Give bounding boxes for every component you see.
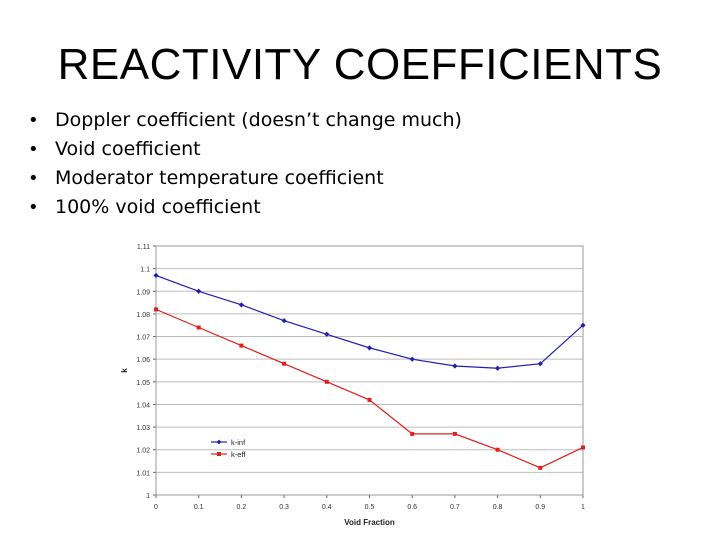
x-tick-label: 0.7 <box>450 504 460 511</box>
legend-label: k-eff <box>231 450 246 459</box>
y-tick-label: 1.1 <box>140 267 150 274</box>
bullet-text: Void coefficient <box>55 138 201 160</box>
y-tick-label: 1 <box>146 493 150 500</box>
data-point-k-eff <box>367 397 372 402</box>
data-point-k-inf <box>495 365 501 371</box>
x-tick-label: 0.8 <box>493 504 503 511</box>
bullet-icon: • <box>28 139 39 160</box>
bullet-item: • Void coefficient <box>28 135 462 164</box>
bullet-text: Moderator temperature coefficient <box>55 167 384 189</box>
data-point-k-eff <box>452 431 457 436</box>
data-point-k-inf <box>409 356 415 362</box>
x-tick-label: 0.5 <box>365 504 375 511</box>
y-tick-label: 1.07 <box>136 335 150 342</box>
data-point-k-eff <box>282 361 287 366</box>
plot-area <box>156 246 583 495</box>
y-tick-label: 1.03 <box>136 425 150 432</box>
data-point-k-eff <box>196 325 201 330</box>
y-tick-label: 1.08 <box>136 312 150 319</box>
x-tick-label: 0.1 <box>194 504 204 511</box>
y-tick-label: 1.09 <box>136 289 150 296</box>
void-fraction-chart: 1 1.01 1.02 1.03 1.04 1.05 1.06 1.07 1.08 1.09 1.1… <box>120 244 586 527</box>
y-tick-label: 1.11 <box>137 244 150 251</box>
data-point-k-inf <box>153 272 159 279</box>
x-tick-label: 0.2 <box>237 504 247 511</box>
x-tick-label: 0.9 <box>535 504 545 511</box>
y-tick-label: 1.04 <box>136 402 150 409</box>
y-tick-label: 1.05 <box>136 380 150 387</box>
data-point-k-eff <box>154 307 158 312</box>
bullet-item: • 100% void coefficient <box>28 193 462 222</box>
data-point-k-eff <box>495 447 500 452</box>
plot-frame <box>155 245 584 496</box>
legend-marker <box>217 452 221 456</box>
y-axis-label: k <box>120 368 129 373</box>
bullet-icon: • <box>28 110 39 131</box>
y-tick-label: 1.06 <box>136 357 150 364</box>
data-point-k-eff <box>239 343 244 348</box>
bullet-list: • Doppler coefficient (doesn’t change mu… <box>28 106 462 222</box>
x-tick-label: 1 <box>581 504 585 511</box>
x-tick-label: 0.6 <box>407 504 417 511</box>
y-tick-label: 1.01 <box>136 470 150 477</box>
y-tick-label: 1.02 <box>136 448 150 455</box>
bullet-item: • Moderator temperature coefficient <box>28 164 462 193</box>
legend-label: k-inf <box>231 438 246 447</box>
data-point-k-eff <box>581 445 585 450</box>
x-tick-label: 0 <box>154 504 158 511</box>
data-point-k-eff <box>410 431 415 436</box>
bullet-icon: • <box>28 197 39 218</box>
slide-title: REACTIVITY COEFFICIENTS <box>57 40 663 89</box>
data-point-k-inf <box>452 363 458 369</box>
x-tick-label: 0.3 <box>279 504 289 511</box>
bullet-icon: • <box>28 168 39 189</box>
x-axis-label: Void Fraction <box>344 518 395 527</box>
data-point-k-eff <box>324 379 329 384</box>
bullet-text: 100% void coefficient <box>55 196 261 218</box>
x-tick-label: 0.4 <box>322 504 332 511</box>
bullet-item: • Doppler coefficient (doesn’t change mu… <box>28 106 462 135</box>
data-point-k-inf <box>366 345 373 351</box>
data-point-k-eff <box>538 465 543 470</box>
bullet-text: Doppler coefficient (doesn’t change much… <box>55 109 462 131</box>
